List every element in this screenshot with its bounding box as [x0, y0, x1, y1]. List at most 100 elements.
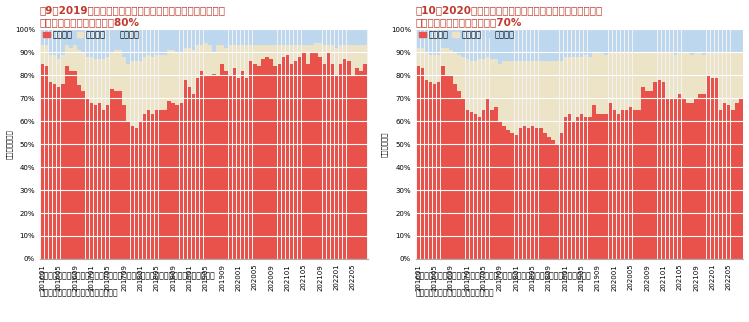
Bar — [82, 52, 85, 91]
Bar — [143, 114, 146, 259]
Bar — [139, 121, 142, 259]
Bar — [703, 94, 706, 259]
Bar — [678, 29, 682, 52]
Bar — [253, 64, 257, 259]
Bar — [343, 29, 347, 45]
Bar — [560, 62, 563, 133]
Text: 图9：2019年以来扫地机器人销售市场结构中专业品牌的销售
额占比稳步提升，目前已超80%: 图9：2019年以来扫地机器人销售市场结构中专业品牌的销售 额占比稳步提升，目前… — [40, 5, 226, 27]
Bar — [535, 62, 539, 128]
Bar — [633, 110, 637, 259]
Bar — [698, 29, 702, 52]
Bar — [241, 71, 244, 259]
Bar — [257, 29, 261, 45]
Bar — [604, 55, 608, 114]
Bar — [294, 45, 297, 62]
Bar — [592, 105, 595, 259]
Bar — [130, 62, 134, 126]
Bar — [172, 50, 175, 103]
Bar — [106, 29, 109, 57]
Bar — [580, 29, 583, 57]
Bar — [286, 55, 289, 259]
Bar — [543, 133, 547, 259]
Bar — [69, 71, 73, 259]
Bar — [416, 48, 420, 66]
Bar — [421, 29, 424, 48]
Bar — [355, 29, 359, 45]
Bar — [167, 50, 171, 100]
Bar — [715, 52, 718, 78]
Bar — [437, 55, 440, 82]
Bar — [331, 45, 334, 64]
Bar — [608, 103, 612, 259]
Bar — [473, 62, 477, 114]
Bar — [584, 117, 587, 259]
Bar — [331, 64, 334, 259]
Bar — [180, 29, 183, 52]
Bar — [706, 75, 710, 259]
Bar — [576, 29, 579, 57]
Bar — [674, 29, 677, 55]
Bar — [678, 94, 682, 259]
Bar — [613, 29, 616, 52]
Bar — [461, 57, 465, 98]
Bar — [69, 29, 73, 48]
Bar — [355, 45, 359, 68]
Bar — [94, 59, 97, 105]
Bar — [576, 57, 579, 117]
Bar — [428, 82, 432, 259]
Bar — [629, 29, 632, 52]
Bar — [114, 91, 118, 259]
Bar — [621, 52, 624, 110]
Bar — [127, 121, 130, 259]
Bar — [347, 29, 351, 45]
Bar — [188, 29, 191, 48]
Bar — [261, 59, 264, 259]
Bar — [306, 64, 309, 259]
Bar — [641, 29, 645, 52]
Bar — [237, 45, 240, 78]
Bar — [360, 71, 363, 259]
Bar — [102, 110, 106, 259]
Bar — [339, 45, 342, 64]
Bar — [302, 52, 306, 259]
Bar — [551, 62, 555, 139]
Bar — [490, 110, 494, 259]
Bar — [531, 126, 534, 259]
Bar — [437, 82, 440, 259]
Bar — [523, 126, 527, 259]
Bar — [278, 45, 281, 64]
Bar — [40, 29, 44, 45]
Bar — [641, 87, 645, 259]
Bar — [416, 66, 420, 259]
Text: 图10：2020年以来扫地机器人线上市场结构中专业品牌的销
量占比稳步提升，目前已接近70%: 图10：2020年以来扫地机器人线上市场结构中专业品牌的销 量占比稳步提升，目前… — [416, 5, 603, 27]
Bar — [192, 50, 195, 94]
Bar — [723, 29, 727, 52]
Bar — [736, 103, 739, 259]
Bar — [543, 29, 547, 62]
Bar — [114, 29, 118, 50]
Bar — [335, 75, 339, 259]
Bar — [666, 52, 669, 98]
Bar — [278, 64, 281, 259]
Bar — [228, 29, 232, 45]
Bar — [588, 29, 592, 57]
Bar — [621, 110, 624, 259]
Bar — [77, 29, 81, 50]
Bar — [739, 29, 743, 52]
Bar — [200, 45, 204, 71]
Bar — [188, 87, 191, 259]
Y-axis label: 线上销量占比: 线上销量占比 — [381, 131, 388, 157]
Bar — [661, 52, 665, 82]
Bar — [637, 29, 640, 52]
Bar — [188, 48, 191, 87]
Bar — [731, 110, 735, 259]
Bar — [560, 29, 563, 62]
Bar — [723, 103, 727, 259]
Bar — [551, 29, 555, 62]
Bar — [270, 59, 273, 259]
Bar — [151, 114, 154, 259]
Bar — [94, 105, 97, 259]
Bar — [616, 29, 620, 52]
Bar — [57, 29, 61, 59]
Bar — [196, 29, 199, 45]
